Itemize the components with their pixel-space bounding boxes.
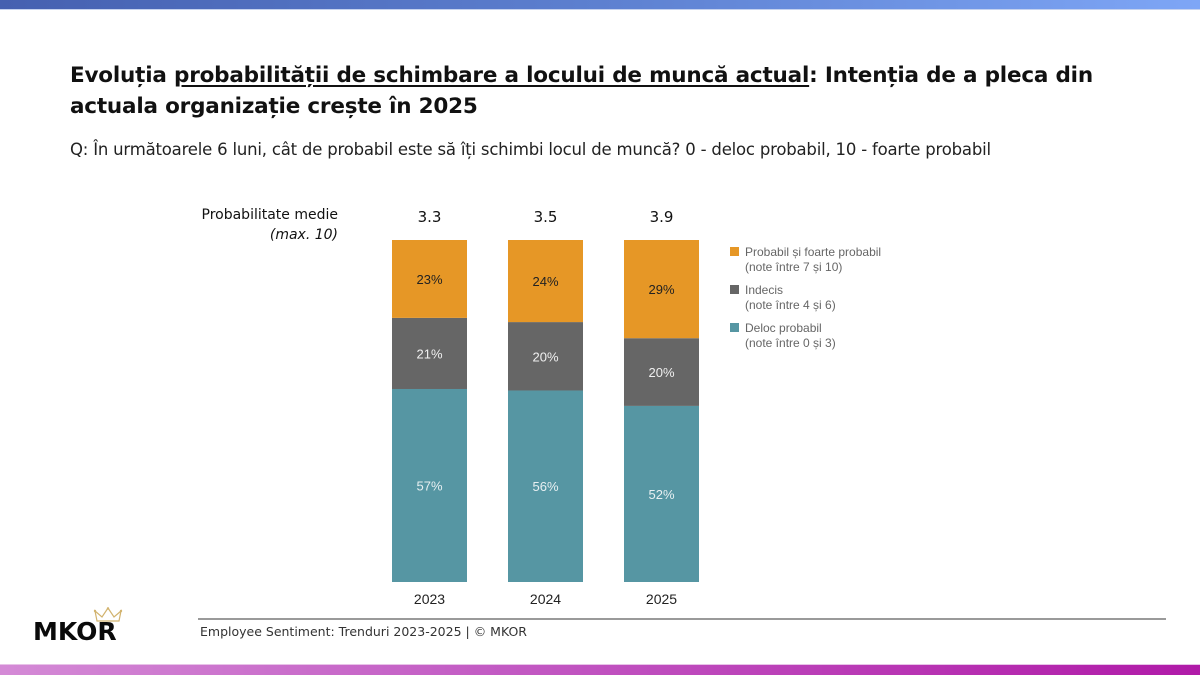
- average-label-sub: (max. 10): [269, 227, 338, 243]
- bar-segment: [392, 240, 467, 318]
- bar-segment: [508, 240, 583, 323]
- legend-item: Probabil și foarte probabil (note între 7…: [730, 245, 950, 275]
- data-label: 57%: [416, 478, 442, 493]
- bottom-accent-bar: [0, 665, 1200, 675]
- data-label: 29%: [648, 282, 674, 297]
- x-tick-label: 2024: [530, 591, 561, 607]
- legend-swatch: [730, 285, 739, 294]
- average-value-label: 3.3: [418, 208, 442, 226]
- footer-divider: [198, 618, 1166, 620]
- legend-item: Indecis (note între 4 și 6): [730, 283, 950, 313]
- bar-segment: [392, 317, 467, 389]
- data-label: 21%: [416, 346, 442, 361]
- bar-segment: [508, 322, 583, 391]
- title-underlined: probabilității de schimbare a locului de…: [174, 63, 810, 88]
- bottom-accent-line: [0, 664, 1200, 665]
- legend-swatch: [730, 323, 739, 332]
- footer-source: Employee Sentiment: Trenduri 2023-2025 |…: [200, 624, 527, 639]
- mkor-logo: MKOR: [33, 607, 143, 647]
- legend-item: Deloc probabil (note între 0 și 3): [730, 321, 950, 351]
- legend-note: (note între 7 și 10): [745, 260, 843, 274]
- data-label: 20%: [648, 365, 674, 380]
- average-label: Probabilitate medie (max. 10): [150, 205, 339, 245]
- bar-segment: [624, 240, 699, 339]
- legend-note: (note între 4 și 6): [745, 298, 836, 312]
- x-tick-label: 2023: [414, 591, 445, 607]
- title-suffix: : Intenția de a pleca din: [809, 63, 1093, 88]
- legend-note: (note între 0 și 3): [745, 336, 836, 350]
- page-title: Evoluția probabilității de schimbare a l…: [70, 60, 1150, 122]
- data-label: 52%: [648, 487, 674, 502]
- average-value-label: 3.9: [650, 208, 674, 226]
- average-value-label: 3.5: [534, 208, 558, 226]
- data-label: 56%: [532, 479, 558, 494]
- average-label-main: Probabilitate medie: [201, 207, 339, 223]
- data-label: 20%: [532, 349, 558, 364]
- title-line-2: actuala organizație crește în 2025: [70, 94, 478, 119]
- bar-segment: [624, 405, 699, 582]
- legend-swatch: [730, 247, 739, 256]
- logo-text: MKOR: [33, 617, 117, 646]
- bar-segment: [392, 388, 467, 582]
- data-label: 24%: [532, 274, 558, 289]
- chart-legend: Probabil și foarte probabil (note între 7…: [730, 245, 950, 359]
- top-accent-bar: [0, 0, 1200, 9]
- bar-segment: [508, 390, 583, 582]
- x-tick-label: 2025: [646, 591, 677, 607]
- question-subtitle: Q: În următoarele 6 luni, cât de probabi…: [70, 140, 991, 159]
- legend-label: Indecis: [745, 283, 784, 297]
- bar-segment: [624, 338, 699, 406]
- crown-icon: [93, 607, 123, 622]
- title-prefix: Evoluția: [70, 63, 174, 88]
- legend-label: Deloc probabil: [745, 321, 822, 335]
- top-accent-line: [0, 9, 1200, 10]
- legend-label: Probabil și foarte probabil: [745, 245, 882, 259]
- data-label: 23%: [416, 272, 442, 287]
